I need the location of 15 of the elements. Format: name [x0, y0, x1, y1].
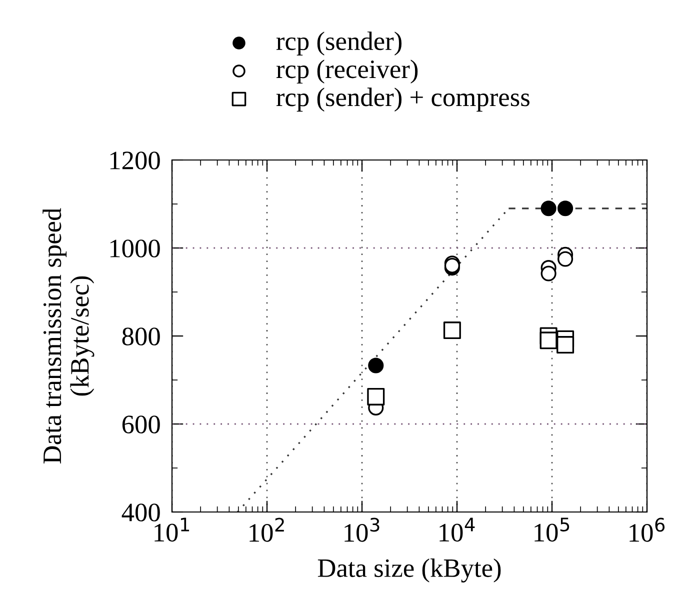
y-axis-title: Data transmission speed (kByte/sec) [42, 208, 94, 464]
y-tick-label: 600 [122, 416, 160, 434]
x-tick-label: 10$^{3}$ [344, 518, 380, 542]
y-tick-label: 400 [122, 504, 160, 522]
x-tick-label: 10$^{2}$ [250, 518, 284, 542]
legend-label: rcp (sender) [276, 32, 402, 56]
x-tick-label: 10$^{4}$ [440, 518, 475, 542]
legend-label: rcp (receiver) [276, 60, 418, 84]
legend-label: rcp (sender) + compress [276, 88, 530, 112]
y-tick-label: 1000 [110, 240, 160, 258]
y-tick-label: 1200 [110, 152, 160, 170]
x-axis-title: Data size (kByte) [318, 558, 501, 583]
x-tick-label: 10$^{6}$ [630, 518, 665, 542]
y-tick-label: 800 [122, 328, 160, 346]
x-tick-label: 10$^{5}$ [534, 518, 570, 542]
